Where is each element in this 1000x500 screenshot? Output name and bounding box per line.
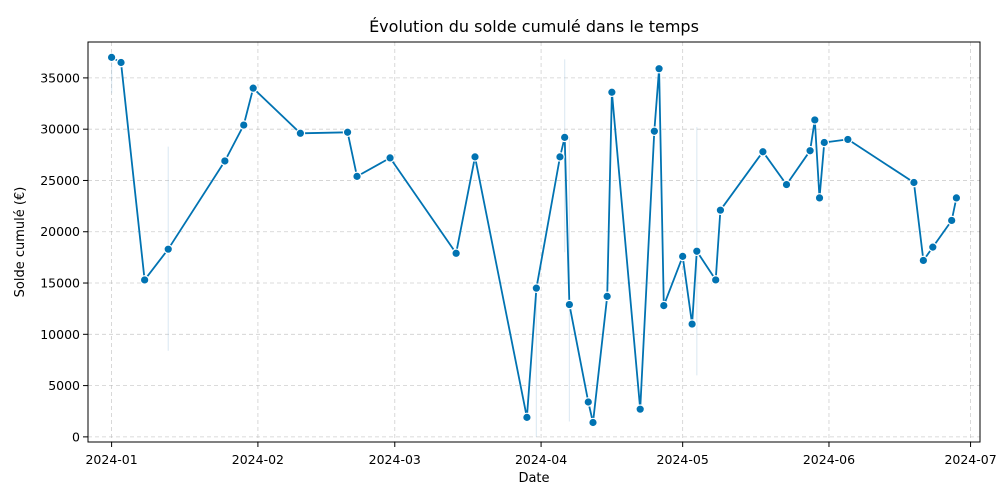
data-point xyxy=(106,52,117,63)
data-point xyxy=(843,134,853,145)
x-tick-label: 2024-03 xyxy=(369,452,421,467)
data-point xyxy=(658,300,669,311)
data-point xyxy=(116,57,126,68)
data-point xyxy=(819,137,830,148)
data-point xyxy=(385,153,395,163)
x-axis-title: Date xyxy=(518,471,549,486)
data-point xyxy=(248,83,258,93)
data-point xyxy=(559,132,570,143)
data-point xyxy=(909,177,919,188)
chart-title: Évolution du solde cumulé dans le temps xyxy=(369,17,699,36)
y-tick-label: 5000 xyxy=(48,378,80,393)
data-point xyxy=(451,248,461,259)
x-tick-label: 2024-05 xyxy=(657,452,709,467)
data-point xyxy=(654,63,664,74)
grid xyxy=(88,42,980,442)
series-line-group xyxy=(111,56,958,424)
data-point xyxy=(342,127,353,138)
y-axis-ticks: 0 5000 10000 15000 20000 25000 30000 35000 xyxy=(40,70,88,444)
data-point xyxy=(918,255,929,266)
x-tick-label: 2024-06 xyxy=(803,452,855,467)
y-tick-label: 10000 xyxy=(40,327,80,342)
data-point xyxy=(758,146,768,157)
data-point xyxy=(951,193,962,203)
data-point xyxy=(555,152,565,162)
y-tick-label: 30000 xyxy=(40,122,80,137)
data-point xyxy=(710,275,721,285)
data-point xyxy=(522,412,532,423)
data-point xyxy=(810,115,820,125)
data-point xyxy=(470,152,480,162)
y-axis-title: Solde cumulé (€) xyxy=(13,187,28,298)
data-point xyxy=(238,120,249,130)
data-point xyxy=(220,156,230,166)
data-point xyxy=(928,242,938,252)
y-tick-label: 15000 xyxy=(40,276,80,291)
data-point xyxy=(139,275,150,285)
data-point xyxy=(687,319,697,329)
plot-frame xyxy=(87,41,981,443)
data-point xyxy=(649,126,660,137)
x-tick-label: 2024-02 xyxy=(232,452,284,467)
series-points xyxy=(106,52,962,428)
data-point xyxy=(692,246,702,257)
data-point xyxy=(588,417,598,428)
data-point xyxy=(946,215,957,226)
x-axis-ticks: 2024-01 2024-02 2024-03 2024-04 2024-05 2024-… xyxy=(85,442,997,467)
data-point xyxy=(715,205,726,216)
data-point xyxy=(352,171,362,182)
x-tick-label: 2024-01 xyxy=(85,452,137,467)
y-tick-label: 35000 xyxy=(40,70,80,85)
data-point xyxy=(635,404,645,414)
data-point xyxy=(564,299,575,310)
y-tick-label: 25000 xyxy=(40,173,80,188)
data-point xyxy=(805,145,815,156)
series-line xyxy=(111,56,958,424)
y-tick-label: 20000 xyxy=(40,224,80,239)
y-tick-label: 0 xyxy=(72,429,80,444)
data-point xyxy=(163,244,174,254)
data-point xyxy=(781,179,792,190)
data-point xyxy=(531,283,542,293)
data-point xyxy=(295,128,306,139)
x-tick-label: 2024-07 xyxy=(944,452,996,467)
data-point xyxy=(602,291,612,302)
data-point xyxy=(814,193,825,203)
data-point xyxy=(607,87,617,98)
x-tick-label: 2024-04 xyxy=(515,452,567,467)
data-point xyxy=(677,251,688,262)
data-point xyxy=(583,397,594,407)
